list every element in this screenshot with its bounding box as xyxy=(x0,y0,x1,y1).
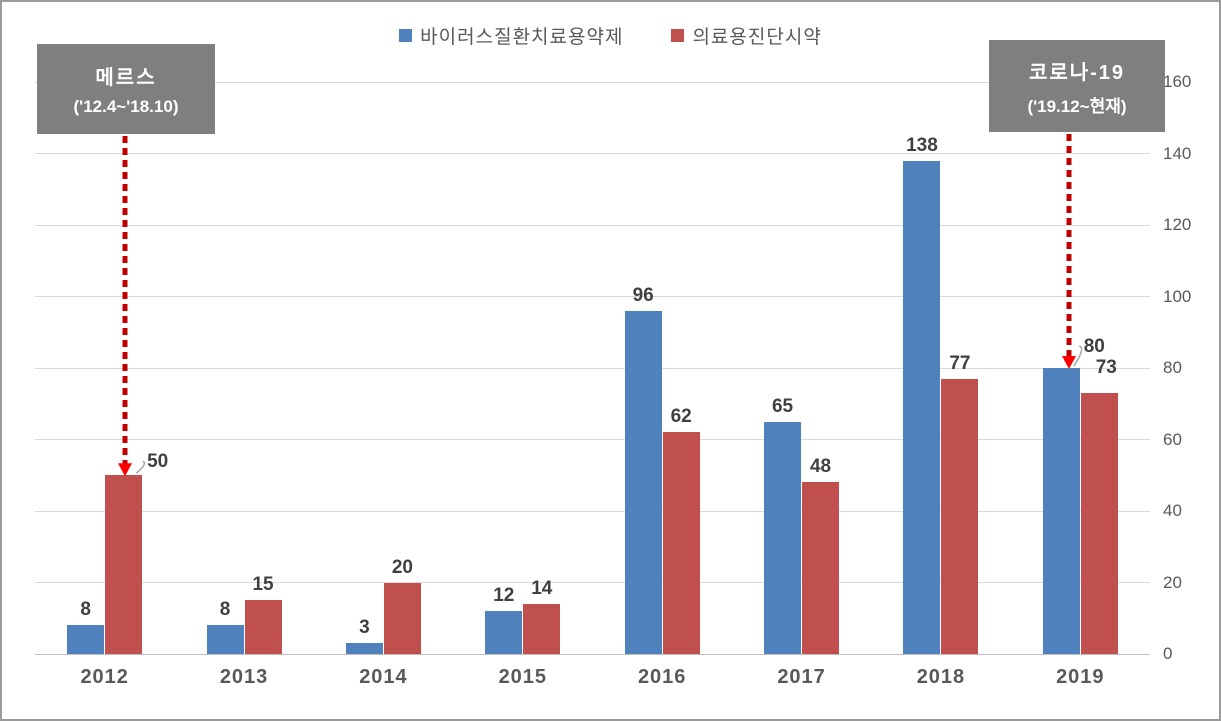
legend-label: 바이러스질환치료용약제 xyxy=(420,27,624,48)
bar-value-label: 3 xyxy=(359,617,370,639)
y-axis-tick-label: 60 xyxy=(1163,429,1182,449)
bar-viral-treatment-drugs-2013 xyxy=(206,625,244,654)
bar-viral-treatment-drugs-2012 xyxy=(67,625,105,654)
bar-value-label: 77 xyxy=(949,352,971,374)
bar-value-label: 14 xyxy=(531,577,553,599)
x-axis-label: 2017 xyxy=(777,666,826,688)
y-axis-tick-label: 40 xyxy=(1163,501,1182,520)
gridline xyxy=(35,439,1150,440)
y-axis-tick-label: 160 xyxy=(1163,72,1192,91)
x-axis-label: 2014 xyxy=(359,666,408,688)
bar-value-label: 96 xyxy=(632,284,654,306)
x-axis-label: 2018 xyxy=(916,666,966,688)
bar-viral-treatment-drugs-2018 xyxy=(903,160,941,654)
x-axis-label: 2013 xyxy=(219,666,269,688)
bar-viral-treatment-drugs-2017 xyxy=(764,421,802,654)
x-axis-label: 2016 xyxy=(637,666,687,688)
event-box-corona19-period: ('19.12~현재) xyxy=(1027,96,1127,116)
y-axis-tick-label: 100 xyxy=(1163,286,1192,306)
y-axis-tick-label: 20 xyxy=(1163,572,1182,592)
bar-value-label: 65 xyxy=(771,395,794,417)
x-axis-line xyxy=(35,653,1150,655)
gridline xyxy=(35,81,1150,83)
y-axis-tick-label: 0 xyxy=(1163,644,1173,663)
legend-item-viral-treatment-drugs: 바이러스질환치료용약제 xyxy=(399,22,623,49)
bar-medical-diagnostic-reagents-2016 xyxy=(662,432,700,654)
legend-item-medical-diagnostic-reagents: 의료용진단시약 xyxy=(671,22,821,49)
bar-medical-diagnostic-reagents-2013 xyxy=(244,600,282,654)
value-label-leader-line xyxy=(135,460,146,474)
value-label-leader-line xyxy=(1073,345,1083,367)
gridline xyxy=(35,367,1150,369)
bar-value-label: 15 xyxy=(252,574,274,596)
gridline xyxy=(35,582,1150,583)
bar-value-label: 8 xyxy=(219,599,231,621)
bar-value-label: 8 xyxy=(80,599,91,621)
legend-label: 의료용진단시약 xyxy=(692,27,822,48)
x-axis-label: 2019 xyxy=(1056,666,1105,688)
x-axis-label: 2015 xyxy=(498,666,548,688)
bar-medical-diagnostic-reagents-2012 xyxy=(105,475,143,654)
bar-medical-diagnostic-reagents-2019 xyxy=(1080,393,1118,654)
bar-medical-diagnostic-reagents-2014 xyxy=(383,582,421,654)
bar-medical-diagnostic-reagents-2018 xyxy=(941,378,979,654)
bar-medical-diagnostic-reagents-2017 xyxy=(802,482,840,654)
y-axis-tick-label: 120 xyxy=(1163,215,1192,234)
event-box-mers-period: ('12.4~'18.10) xyxy=(73,97,179,116)
bar-value-label: 50 xyxy=(147,451,169,473)
legend-swatch-icon xyxy=(399,29,413,42)
bar-value-label: 62 xyxy=(670,406,692,428)
y-axis-tick-label: 80 xyxy=(1163,358,1182,377)
y-axis-tick-label: 140 xyxy=(1163,143,1192,163)
gridline xyxy=(35,224,1150,226)
event-box-mers-title: 메르스 xyxy=(95,67,157,89)
bar-viral-treatment-drugs-2016 xyxy=(624,310,662,654)
bar-value-label: 80 xyxy=(1083,336,1105,357)
bar-value-label: 20 xyxy=(391,556,414,578)
bar-value-label: 48 xyxy=(809,456,832,478)
gridline xyxy=(35,510,1150,512)
bar-viral-treatment-drugs-2019 xyxy=(1042,368,1080,654)
bar-value-label: 73 xyxy=(1095,357,1117,379)
event-box-corona19-title: 코로나-19 xyxy=(1028,61,1126,84)
bar-value-label: 12 xyxy=(493,585,515,607)
bar-viral-treatment-drugs-2014 xyxy=(345,643,383,654)
event-box-mers: 메르스 ('12.4~'18.10) xyxy=(37,44,215,134)
gridline xyxy=(35,153,1150,154)
gridline xyxy=(35,296,1150,297)
chart-legend: 바이러스질환치료용약제 의료용진단시약 xyxy=(2,22,1219,49)
bar-viral-treatment-drugs-2015 xyxy=(485,611,523,654)
bar-medical-diagnostic-reagents-2015 xyxy=(523,603,561,654)
x-axis-label: 2012 xyxy=(80,666,129,688)
legend-swatch-icon xyxy=(671,29,685,42)
event-box-corona19: 코로나-19 ('19.12~현재) xyxy=(989,40,1165,132)
bar-value-label: 138 xyxy=(906,134,938,156)
